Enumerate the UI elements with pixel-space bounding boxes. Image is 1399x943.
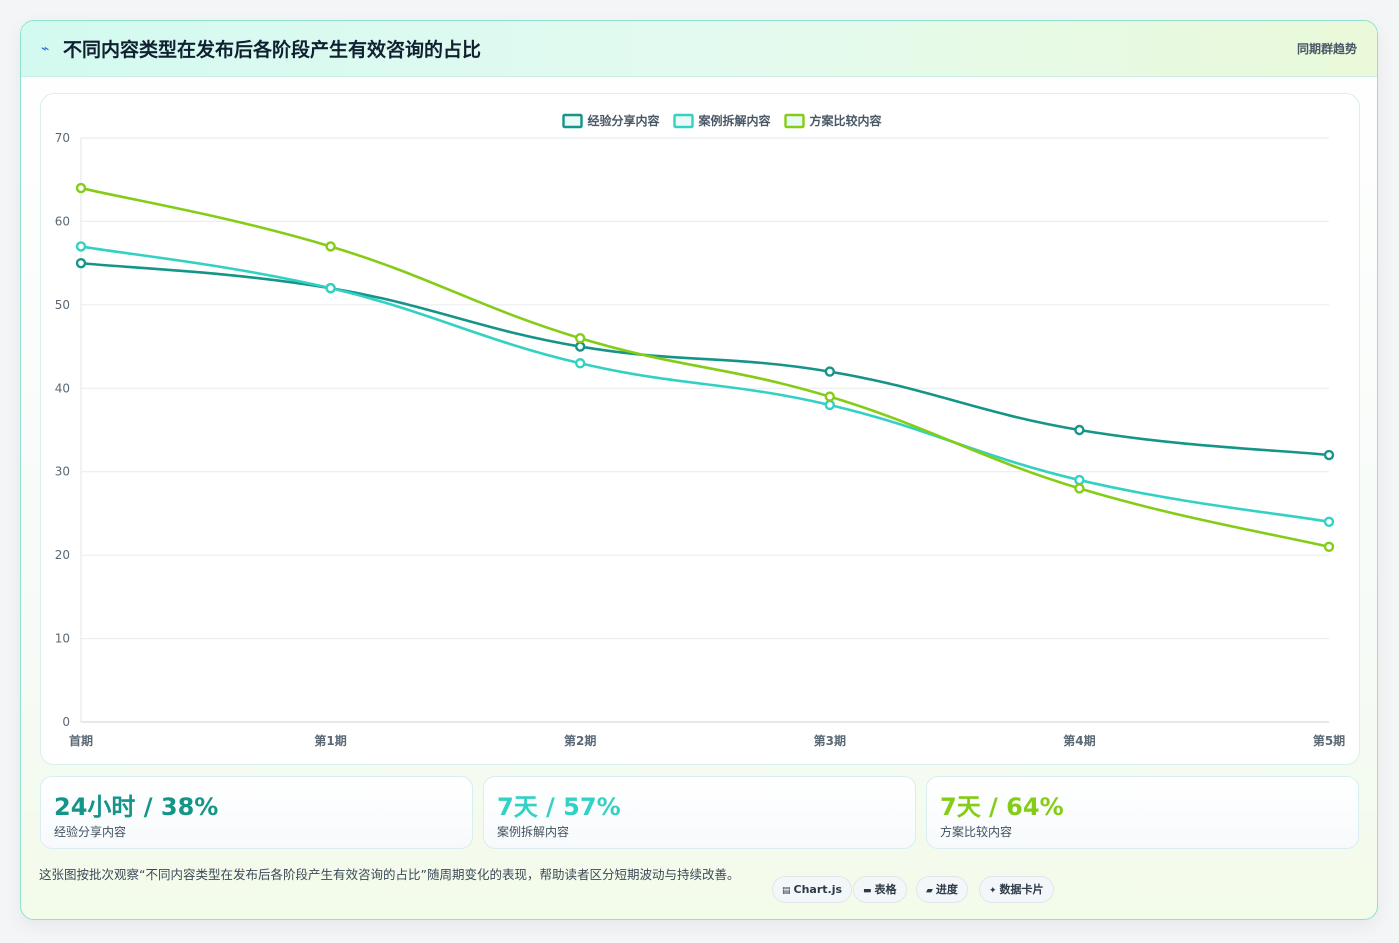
table-icon: ▬	[863, 886, 872, 896]
legend-swatch	[673, 113, 694, 129]
data-point	[75, 182, 87, 194]
kpi-value: 7天 / 64%	[940, 793, 1064, 821]
data-point	[575, 358, 586, 369]
data-point	[1074, 474, 1085, 486]
data-point	[1323, 449, 1335, 461]
chip-chartjs[interactable]: ▤ Chart.js	[772, 876, 853, 903]
x-tick-label: 第2期	[564, 733, 596, 748]
y-tick-label: 30	[55, 465, 70, 479]
y-tick-label: 20	[55, 548, 70, 562]
progress-icon: ▰	[926, 886, 933, 896]
chart-panel: 0 10 20 30 40 50 60 70 首期 第1期 第2期 第3期 第4期 第5期 经验分享内容 案例…	[40, 93, 1360, 765]
chart-subtitle: 同期群趋势	[1296, 42, 1357, 56]
chart-title: 不同内容类型在发布后各阶段产生有效咨询的占比	[63, 39, 482, 61]
series-line	[79, 186, 1331, 549]
kpi-value: 24小时 / 38%	[54, 793, 219, 821]
data-point	[824, 399, 835, 411]
data-point	[575, 341, 586, 352]
legend-swatch	[562, 113, 583, 129]
chip-data-card[interactable]: ✦ 数据卡片	[979, 876, 1054, 903]
kpi-label: 经验分享内容	[54, 825, 127, 839]
chip-label: 表格	[874, 883, 897, 896]
lightning-icon: ⌁	[41, 41, 50, 57]
data-point	[75, 241, 87, 252]
data-point	[75, 257, 87, 269]
chip-label: 数据卡片	[999, 883, 1044, 896]
line-chart: 0 10 20 30 40 50 60 70 首期 第1期 第2期 第3期 第4期 第5期 经验分享内容 案例…	[55, 113, 1345, 748]
data-point	[1323, 541, 1335, 552]
kpi-card-experience: 24小时 / 38% 经验分享内容	[40, 776, 473, 849]
y-tick-label: 70	[55, 131, 70, 145]
card-header: ⌁ 不同内容类型在发布后各阶段产生有效咨询的占比 同期群趋势	[21, 21, 1377, 77]
x-tick-label: 第4期	[1063, 733, 1095, 748]
series-line	[79, 261, 1331, 457]
y-tick-label: 40	[55, 381, 70, 395]
data-point	[1323, 516, 1335, 527]
y-tick-label: 10	[55, 632, 70, 646]
y-tick-label: 50	[55, 298, 70, 312]
kpi-card-case: 7天 / 57% 案例拆解内容	[483, 776, 916, 849]
data-point	[325, 282, 336, 294]
series-line	[79, 245, 1331, 524]
x-tick-label: 第5期	[1313, 733, 1345, 748]
kpi-label: 案例拆解内容	[497, 825, 570, 839]
data-point	[824, 391, 835, 402]
kpi-label: 方案比较内容	[940, 825, 1013, 839]
chip-table[interactable]: ▬ 表格	[853, 876, 907, 903]
data-point	[575, 333, 586, 344]
legend-label: 经验分享内容	[588, 113, 660, 128]
data-point	[1074, 424, 1085, 436]
y-tick-label: 0	[62, 715, 70, 729]
data-point	[1074, 483, 1085, 494]
kpi-value: 7天 / 57%	[497, 793, 621, 821]
legend-label: 案例拆解内容	[698, 113, 771, 128]
footer-note: 这张图按批次观察“不同内容类型在发布后各阶段产生有效咨询的占比”随周期变化的表现…	[39, 867, 740, 882]
data-point	[824, 366, 835, 377]
y-tick-label: 60	[55, 214, 70, 228]
kpi-card-compare: 7天 / 64% 方案比较内容	[926, 776, 1359, 849]
x-tick-label: 首期	[69, 733, 93, 748]
x-tick-label: 第3期	[814, 733, 846, 748]
chart-card: ⌁ 不同内容类型在发布后各阶段产生有效咨询的占比 同期群趋势 0 10 20 30 40…	[20, 20, 1378, 920]
x-tick-label: 第1期	[314, 733, 346, 748]
chip-label: Chart.js	[793, 883, 843, 896]
chart-icon: ▤	[782, 886, 791, 896]
chip-progress[interactable]: ▰ 进度	[916, 876, 968, 903]
chip-label: 进度	[935, 883, 958, 896]
sparkle-icon: ✦	[989, 886, 997, 896]
data-point	[325, 241, 336, 252]
legend-label: 方案比较内容	[810, 113, 882, 128]
legend-swatch	[784, 113, 805, 129]
